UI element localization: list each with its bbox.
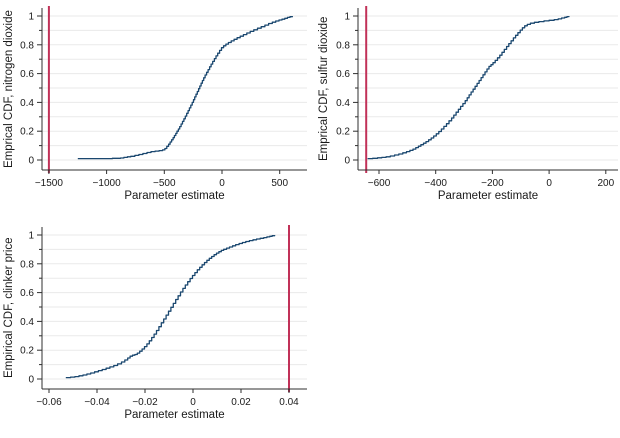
y-tick-label: 0 (344, 156, 350, 167)
x-tick-label: 200 (597, 178, 614, 189)
y-tick-label: 0.6 (20, 69, 34, 80)
x-tick-label: 0 (190, 397, 196, 408)
x-tick-label: −0.06 (36, 397, 62, 408)
x-tick-label: −0.04 (84, 397, 110, 408)
x-tick-label: −400 (424, 178, 447, 189)
x-tick-label: 0.04 (279, 397, 299, 408)
x-tick-label: −500 (153, 178, 176, 189)
x-tick-label: 0.02 (231, 397, 251, 408)
y-tick-label: 0.4 (336, 98, 350, 109)
x-axis-label: Parameter estimate (437, 190, 539, 202)
x-tick-label: −1500 (35, 178, 64, 189)
y-axis-label: Emprical CDF, sulfur dioxide (318, 16, 330, 162)
x-tick-label: 0 (546, 178, 552, 189)
cdf-curve (65, 235, 276, 379)
x-tick-label: 500 (271, 178, 288, 189)
plot-area-nitrogen-dioxide: 0 0.2 0.4 0.6 0.8 1 −1500 −1000 −500 0 500 (20, 6, 307, 189)
y-tick-label: 0.2 (20, 127, 34, 138)
y-tick-label: 0 (28, 156, 34, 167)
y-tick-label: 0.4 (20, 317, 34, 328)
y-tick-label: 0.6 (20, 288, 34, 299)
y-axis-label: Empirical CDF, clinker price (3, 237, 15, 379)
cdf-chart-sulfur-dioxide: 0 0.2 0.4 0.6 0.8 1 −600 −400 −200 0 200 Emprical … (310, 0, 620, 219)
x-tick-label: −600 (368, 178, 391, 189)
y-tick-label: 1 (28, 231, 34, 242)
y-tick-label: 0 (28, 375, 34, 386)
y-tick-label: 1 (28, 12, 34, 23)
y-tick-label: 0.8 (336, 40, 350, 51)
x-tick-label: −0.02 (132, 397, 158, 408)
y-tick-label: 0.2 (336, 127, 350, 138)
y-tick-label: 1 (344, 12, 350, 23)
cdf-chart-clinker-price: 0 0.2 0.4 0.6 0.8 1 −0.06 −0.04 −0.02 0 0.02 0.04 E… (0, 219, 310, 438)
plot-area-clinker-price: 0 0.2 0.4 0.6 0.8 1 −0.06 −0.04 −0.02 0 0.02 0.04 (20, 225, 307, 408)
y-tick-label: 0.4 (20, 98, 34, 109)
x-tick-label: −1000 (93, 178, 122, 189)
y-tick-label: 0.6 (336, 69, 350, 80)
cdf-chart-nitrogen-dioxide: 0 0.2 0.4 0.6 0.8 1 −1500 −1000 −500 0 500 Emprica… (0, 0, 310, 219)
x-axis-label: Parameter estimate (124, 190, 225, 202)
y-tick-label: 0.8 (20, 259, 34, 270)
y-tick-label: 0.2 (20, 346, 34, 357)
y-tick-label: 0.8 (20, 40, 34, 51)
y-axis-label: Emprical CDF, nitrogen dioxide (3, 10, 15, 168)
x-axis-label: Parameter estimate (124, 409, 225, 421)
x-tick-label: 0 (219, 178, 225, 189)
cdf-curve (77, 16, 293, 160)
cdf-curve (367, 15, 570, 160)
x-tick-label: −200 (481, 178, 504, 189)
plot-area-sulfur-dioxide: 0 0.2 0.4 0.6 0.8 1 −600 −400 −200 0 200 (336, 6, 618, 189)
